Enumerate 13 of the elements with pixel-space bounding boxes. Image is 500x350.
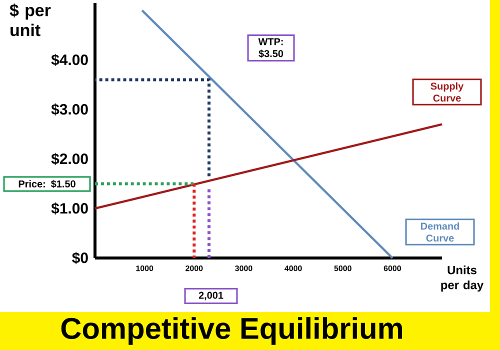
text: Demand Curve: [421, 222, 460, 242]
text: Supply Curve: [430, 82, 464, 102]
text: 2,001: [198, 292, 224, 300]
y-tick-label: $1.00: [51, 202, 88, 215]
annotation: WTP: $3.50: [258, 38, 284, 58]
y-tick-label: $4.00: [51, 54, 88, 66]
y-tick-label: $3.00: [51, 103, 88, 116]
y-axis-title: $ per unit: [10, 4, 51, 36]
text: Price: $1.50: [18, 180, 76, 188]
y-tick-label: $2.00: [51, 152, 88, 166]
y-tick-label: $0: [72, 252, 88, 264]
x-axis-title: Units per day: [441, 266, 484, 292]
text: Competitive Equilibrium: [61, 317, 402, 345]
